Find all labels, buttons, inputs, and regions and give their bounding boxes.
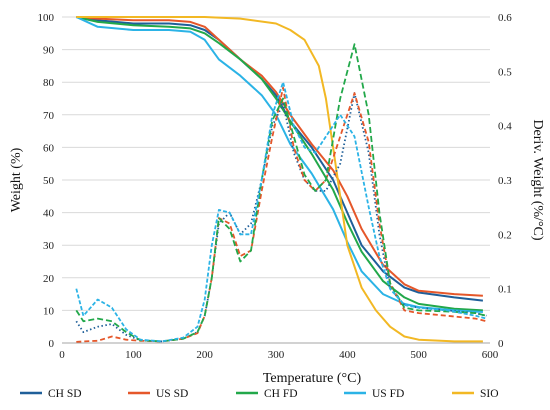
x-tick-label-1: 100 bbox=[125, 349, 142, 361]
weight-line-sio bbox=[76, 16, 483, 343]
deriv-lines bbox=[75, 43, 487, 343]
legend-item-us-sd: US SD bbox=[128, 388, 188, 400]
x-tick-label-2: 200 bbox=[196, 349, 213, 361]
legend: CH SD US SD CH FD US FD SIO bbox=[20, 388, 499, 400]
y-left-axis-title: Weight (%) bbox=[9, 147, 24, 212]
weight-line-us-fd bbox=[75, 16, 483, 313]
y-right-axis-ticks: 0 0.1 0.2 0.3 0.4 0.5 0.6 bbox=[498, 12, 512, 350]
y-left-tick-label-2: 20 bbox=[43, 273, 55, 285]
legend-label-0: CH SD bbox=[48, 388, 82, 400]
x-tick-label-4: 400 bbox=[339, 349, 356, 361]
grid bbox=[62, 16, 490, 311]
y-right-tick-label-4: 0.4 bbox=[498, 121, 512, 133]
y-left-tick-label-1: 10 bbox=[43, 305, 55, 317]
y-left-tick-label-8: 80 bbox=[43, 77, 55, 89]
y-right-tick-label-0: 0 bbox=[498, 338, 504, 350]
y-left-axis-ticks: 0 10 20 30 40 50 60 70 80 90 100 bbox=[38, 12, 55, 350]
legend-item-sio: SIO bbox=[452, 388, 499, 400]
y-left-tick-label-4: 40 bbox=[43, 208, 55, 220]
x-tick-label-6: 600 bbox=[482, 349, 499, 361]
x-axis-ticks: 0 100 200 300 400 500 600 bbox=[59, 349, 499, 361]
y-right-tick-label-6: 0.6 bbox=[498, 12, 512, 24]
legend-label-2: CH FD bbox=[264, 388, 298, 400]
x-axis-title: Temperature (°C) bbox=[263, 371, 362, 386]
x-tick-label-5: 500 bbox=[410, 349, 427, 361]
y-right-tick-label-5: 0.5 bbox=[498, 66, 512, 78]
y-right-tick-label-3: 0.3 bbox=[498, 175, 512, 187]
weight-line-us-sd bbox=[76, 16, 483, 297]
y-left-tick-label-0: 0 bbox=[49, 338, 55, 350]
y-left-tick-label-3: 30 bbox=[43, 240, 55, 252]
weight-line-ch-fd bbox=[76, 16, 483, 312]
y-right-tick-label-1: 0.1 bbox=[498, 284, 512, 296]
legend-item-us-fd: US FD bbox=[344, 388, 404, 400]
y-right-axis-title: Deriv. Weight (%/°C) bbox=[530, 119, 545, 240]
y-left-tick-label-6: 60 bbox=[43, 142, 55, 154]
deriv-line-ch-fd bbox=[75, 43, 487, 343]
legend-item-ch-sd: CH SD bbox=[20, 388, 82, 400]
y-right-tick-label-2: 0.2 bbox=[498, 229, 512, 241]
x-tick-label-0: 0 bbox=[59, 349, 65, 361]
deriv-line-us-fd bbox=[75, 81, 487, 343]
y-left-tick-label-9: 90 bbox=[43, 45, 55, 57]
y-left-tick-label-5: 50 bbox=[43, 175, 55, 187]
legend-label-4: SIO bbox=[480, 388, 499, 400]
legend-item-ch-fd: CH FD bbox=[236, 388, 298, 400]
weight-lines bbox=[75, 16, 484, 343]
legend-label-3: US FD bbox=[372, 388, 404, 400]
y-left-tick-label-7: 70 bbox=[43, 110, 55, 122]
legend-label-1: US SD bbox=[156, 388, 188, 400]
x-tick-label-3: 300 bbox=[268, 349, 285, 361]
y-left-tick-label-10: 100 bbox=[38, 12, 55, 24]
weight-line-ch-sd bbox=[76, 16, 484, 302]
